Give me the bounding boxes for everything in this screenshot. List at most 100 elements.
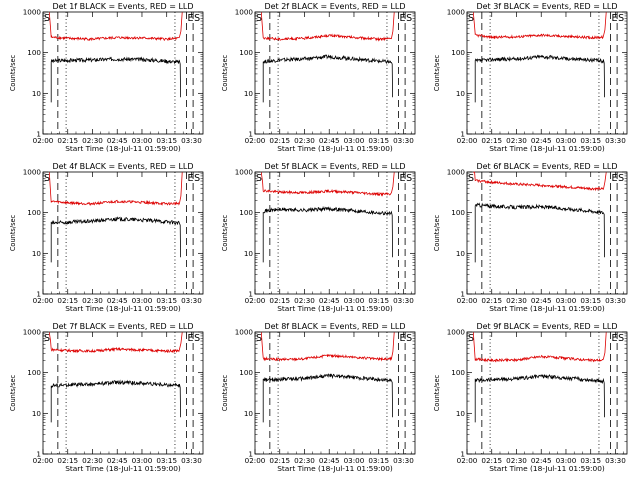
y-tick-label: 1000: [235, 168, 254, 177]
x-tick-label: 02:00: [33, 136, 54, 145]
series-events-line: [474, 54, 605, 103]
plot-frame: [42, 11, 204, 135]
x-tick-label: 03:15: [368, 296, 389, 305]
x-tick-label: 02:15: [481, 456, 502, 465]
panel-title: Det 9f BLACK = Events, RED = LLD: [476, 322, 617, 331]
x-tick-label: 02:45: [107, 136, 128, 145]
y-tick-label: 100: [239, 368, 253, 377]
x-tick-label: 02:15: [481, 296, 502, 305]
y-axis-label: Counts/sec: [433, 214, 441, 251]
x-axis-label: Start Time (18-Jul-11 01:59:00): [489, 144, 605, 153]
x-tick-label: 03:00: [556, 456, 577, 465]
x-tick-label: 03:00: [132, 296, 153, 305]
y-tick-label: 1: [36, 450, 41, 459]
x-tick-label: 02:00: [33, 456, 54, 465]
plot-frame: [42, 171, 204, 295]
plot-frame: [466, 331, 628, 455]
panel-det-4: Det 4f BLACK = Events, RED = LLD 1 10 100 10…: [9, 162, 204, 313]
y-tick-label: 10: [244, 249, 254, 258]
panel-title: Det 8f BLACK = Events, RED = LLD: [264, 322, 405, 331]
series-lld-line: [473, 171, 607, 192]
y-tick-label: 1000: [235, 328, 254, 337]
y-tick-label: 100: [451, 48, 465, 57]
x-tick-label: 02:30: [82, 456, 103, 465]
y-tick-label: 1000: [23, 168, 42, 177]
x-tick-label: 03:30: [181, 136, 202, 145]
x-axis-label: Start Time (18-Jul-11 01:59:00): [65, 464, 181, 473]
y-axis-label: Counts/sec: [433, 374, 441, 411]
plot-frame: [466, 11, 628, 135]
y-tick-label: 1000: [447, 8, 466, 17]
x-tick-label: 02:45: [531, 296, 552, 305]
x-tick-label: 03:15: [580, 136, 601, 145]
x-tick-label: 03:15: [368, 456, 389, 465]
y-tick-label: 100: [451, 208, 465, 217]
marker-letter-s: S: [468, 13, 474, 24]
x-tick-label: 03:00: [344, 136, 365, 145]
y-tick-label: 100: [27, 368, 41, 377]
series-lld-line: [472, 12, 607, 40]
x-tick-label: 02:15: [57, 456, 78, 465]
marker-letter-s: S: [256, 173, 262, 184]
y-axis-label: Counts/sec: [9, 374, 17, 411]
x-tick-label: 03:15: [156, 136, 177, 145]
y-tick-label: 1: [36, 130, 41, 139]
x-axis-label: Start Time (18-Jul-11 01:59:00): [65, 304, 181, 313]
y-axis-label: Counts/sec: [221, 54, 229, 91]
x-tick-label: 03:30: [393, 136, 414, 145]
x-tick-label: 02:30: [82, 136, 103, 145]
x-tick-label: 02:00: [245, 136, 266, 145]
x-tick-label: 02:00: [457, 136, 478, 145]
marker-letter-s: S: [406, 13, 412, 24]
x-tick-label: 02:45: [319, 136, 340, 145]
x-tick-label: 02:30: [506, 456, 527, 465]
x-tick-label: 02:15: [57, 136, 78, 145]
y-tick-label: 1000: [23, 328, 42, 337]
panel-det-6: Det 6f BLACK = Events, RED = LLD 1 10 100 10…: [433, 162, 628, 313]
x-tick-label: 03:30: [181, 296, 202, 305]
series-events-line: [50, 216, 181, 263]
y-tick-label: 10: [32, 249, 42, 258]
y-tick-label: 1: [460, 130, 465, 139]
marker-letter-e: E: [612, 13, 618, 24]
x-tick-label: 02:30: [294, 136, 315, 145]
panel-title: Det 7f BLACK = Events, RED = LLD: [52, 322, 193, 331]
y-tick-label: 1000: [447, 168, 466, 177]
y-tick-label: 100: [239, 208, 253, 217]
y-tick-label: 1000: [235, 8, 254, 17]
series-events-line: [474, 202, 605, 263]
panel-title: Det 6f BLACK = Events, RED = LLD: [476, 162, 617, 171]
x-tick-label: 02:15: [269, 136, 290, 145]
panel-det-7: Det 7f BLACK = Events, RED = LLD 1 10 100 10…: [9, 322, 204, 473]
x-tick-label: 02:00: [457, 456, 478, 465]
marker-letter-s: S: [468, 173, 474, 184]
x-tick-label: 02:00: [33, 296, 54, 305]
x-tick-label: 02:45: [107, 456, 128, 465]
plot-frame: [254, 331, 416, 455]
x-tick-label: 02:45: [531, 456, 552, 465]
y-tick-label: 1: [248, 130, 253, 139]
x-tick-label: 03:00: [344, 296, 365, 305]
x-tick-label: 02:45: [319, 296, 340, 305]
panel-det-1: Det 1f BLACK = Events, RED = LLD 1 10 100 10…: [9, 2, 204, 153]
x-tick-label: 02:15: [269, 296, 290, 305]
x-axis-label: Start Time (18-Jul-11 01:59:00): [65, 144, 181, 153]
marker-letter-e: E: [188, 333, 194, 344]
panel-det-9: Det 9f BLACK = Events, RED = LLD 1 10 100 10…: [433, 322, 628, 473]
panel-title: Det 2f BLACK = Events, RED = LLD: [264, 2, 405, 11]
marker-letter-s: S: [256, 13, 262, 24]
marker-letter-s: S: [618, 333, 624, 344]
y-tick-label: 1: [248, 450, 253, 459]
series-lld-line: [260, 172, 395, 197]
x-tick-label: 03:15: [156, 456, 177, 465]
y-tick-label: 100: [27, 48, 41, 57]
y-axis-label: Counts/sec: [221, 374, 229, 411]
x-tick-label: 02:15: [269, 456, 290, 465]
series-events-line: [474, 374, 605, 423]
x-tick-label: 02:45: [319, 456, 340, 465]
plot-frame: [42, 331, 204, 455]
y-axis-label: Counts/sec: [433, 54, 441, 91]
x-tick-label: 03:15: [580, 296, 601, 305]
y-tick-label: 10: [32, 409, 42, 418]
x-tick-label: 02:00: [245, 456, 266, 465]
